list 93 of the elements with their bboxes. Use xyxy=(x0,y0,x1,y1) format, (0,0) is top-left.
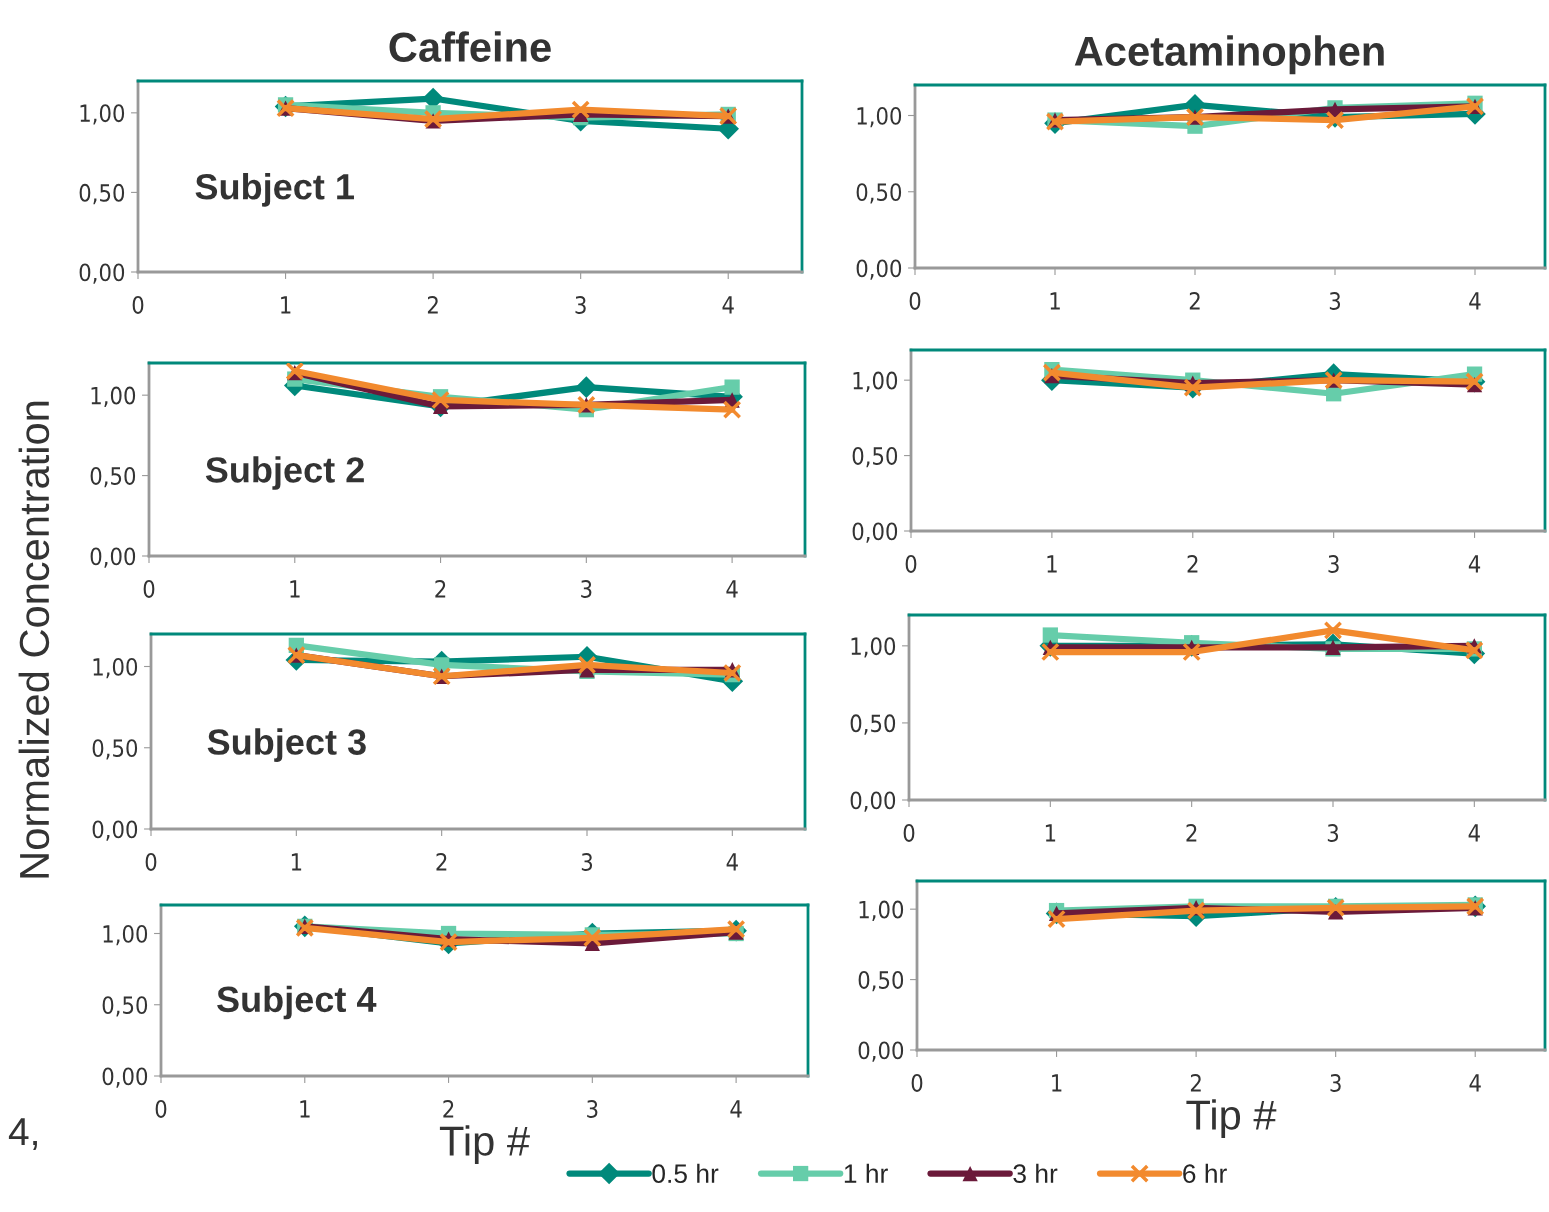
annotation: Subject 2 xyxy=(205,456,364,490)
x-tick-label: 0 xyxy=(905,555,917,573)
y-tick-label: 0,50 xyxy=(852,447,898,468)
x-tick-label: 2 xyxy=(435,580,446,598)
y-tick-label: 0,50 xyxy=(79,183,125,205)
point xyxy=(1047,909,1066,929)
y-tick-label: 1,00 xyxy=(851,637,896,658)
x-tick-label: 1 xyxy=(1047,555,1057,573)
x-tick-label: 3 xyxy=(581,853,593,871)
point xyxy=(1042,627,1058,643)
x-tick-label: 0 xyxy=(911,1074,923,1092)
y-tick-label: 1,00 xyxy=(859,900,904,921)
point xyxy=(1325,110,1345,130)
y-tick-label: 0,00 xyxy=(79,263,125,284)
point xyxy=(1323,621,1343,640)
x-tick-label: 0 xyxy=(903,824,915,842)
y-tick-label: 0,00 xyxy=(858,1041,904,1062)
x-axis-title: Tip # xyxy=(1186,1099,1277,1139)
point xyxy=(431,390,450,410)
legend-label: 6 hr xyxy=(1183,1163,1227,1184)
y-tick-label: 1,00 xyxy=(853,371,898,392)
y-tick-label: 0,00 xyxy=(852,522,898,543)
y-tick-label: 0,00 xyxy=(856,259,902,280)
x-tick-label: 3 xyxy=(575,296,586,314)
x-tick-label: 3 xyxy=(587,1100,598,1118)
annotation: Subject 3 xyxy=(207,728,366,762)
y-tick-label: 1,00 xyxy=(93,657,138,679)
x-axis-title: Tip # xyxy=(439,1125,530,1165)
x-tick-label: 0 xyxy=(145,853,157,871)
chart-title: Caffeine xyxy=(389,31,551,62)
chart-title: Acetaminophen xyxy=(1074,35,1384,75)
x-tick-label: 1 xyxy=(1052,1074,1062,1092)
x-tick-label: 3 xyxy=(1329,292,1341,310)
annotation: Subject 4 xyxy=(217,985,377,1020)
x-tick-label: 4 xyxy=(722,296,734,314)
x-tick-label: 3 xyxy=(1330,1074,1341,1092)
y-axis-title: Normalized Concentration xyxy=(18,401,50,878)
y-tick-label: 1,00 xyxy=(91,386,136,407)
x-tick-label: 1 xyxy=(300,1100,310,1118)
y-tick-label: 0,50 xyxy=(90,467,136,488)
point xyxy=(577,655,597,675)
x-tick-label: 2 xyxy=(1187,555,1198,573)
x-tick-label: 1 xyxy=(1050,292,1060,310)
x-tick-label: 0 xyxy=(155,1100,167,1118)
point xyxy=(1186,901,1206,920)
legend-label: 3 hr xyxy=(1013,1163,1058,1184)
x-tick-label: 1 xyxy=(290,580,300,598)
x-tick-label: 1 xyxy=(1045,824,1056,842)
y-tick-label: 0,50 xyxy=(102,996,148,1017)
x-tick-label: 4 xyxy=(1468,555,1481,573)
y-tick-label: 0,00 xyxy=(92,820,138,841)
text: 4, xyxy=(8,1118,37,1151)
point xyxy=(722,400,742,420)
y-tick-label: 0,50 xyxy=(850,714,896,735)
point xyxy=(1040,642,1060,662)
x-tick-label: 4 xyxy=(1468,824,1480,842)
x-tick-label: 4 xyxy=(730,1100,742,1118)
y-tick-label: 1,00 xyxy=(103,924,148,946)
point xyxy=(1182,642,1202,662)
x-tick-label: 1 xyxy=(291,853,302,871)
point xyxy=(582,928,602,948)
y-tick-label: 0,00 xyxy=(850,791,896,812)
point xyxy=(575,376,598,398)
x-tick-label: 2 xyxy=(436,853,447,871)
x-tick-label: 2 xyxy=(443,1100,454,1118)
x-tick-label: 4 xyxy=(726,853,738,871)
x-tick-label: 1 xyxy=(281,296,291,314)
x-tick-label: 0 xyxy=(132,296,144,314)
x-tick-label: 2 xyxy=(427,296,438,314)
x-tick-label: 4 xyxy=(1469,1074,1481,1092)
x-tick-label: 0 xyxy=(909,292,921,310)
y-tick-label: 0,50 xyxy=(92,739,138,760)
y-tick-label: 0,50 xyxy=(858,971,904,992)
legend-label: 0.5 hr xyxy=(652,1163,719,1184)
x-tick-label: 3 xyxy=(1328,555,1339,573)
y-tick-label: 1,00 xyxy=(80,104,125,125)
y-tick-label: 0,00 xyxy=(102,1067,148,1088)
y-tick-label: 1,00 xyxy=(857,106,902,128)
x-tick-label: 3 xyxy=(581,580,592,598)
annotation: Subject 1 xyxy=(195,173,354,207)
point xyxy=(1042,363,1062,382)
x-tick-label: 4 xyxy=(726,580,738,598)
x-tick-label: 2 xyxy=(1190,1074,1201,1092)
legend-label: 1 hr xyxy=(844,1163,888,1183)
y-tick-label: 0,50 xyxy=(856,183,902,204)
point xyxy=(571,100,591,120)
x-tick-label: 4 xyxy=(1469,292,1481,310)
x-tick-label: 3 xyxy=(1327,824,1339,842)
point xyxy=(724,379,740,395)
x-tick-label: 0 xyxy=(143,580,155,598)
x-tick-label: 2 xyxy=(1186,824,1197,842)
y-tick-label: 0,00 xyxy=(90,547,136,568)
x-tick-label: 2 xyxy=(1189,292,1200,310)
